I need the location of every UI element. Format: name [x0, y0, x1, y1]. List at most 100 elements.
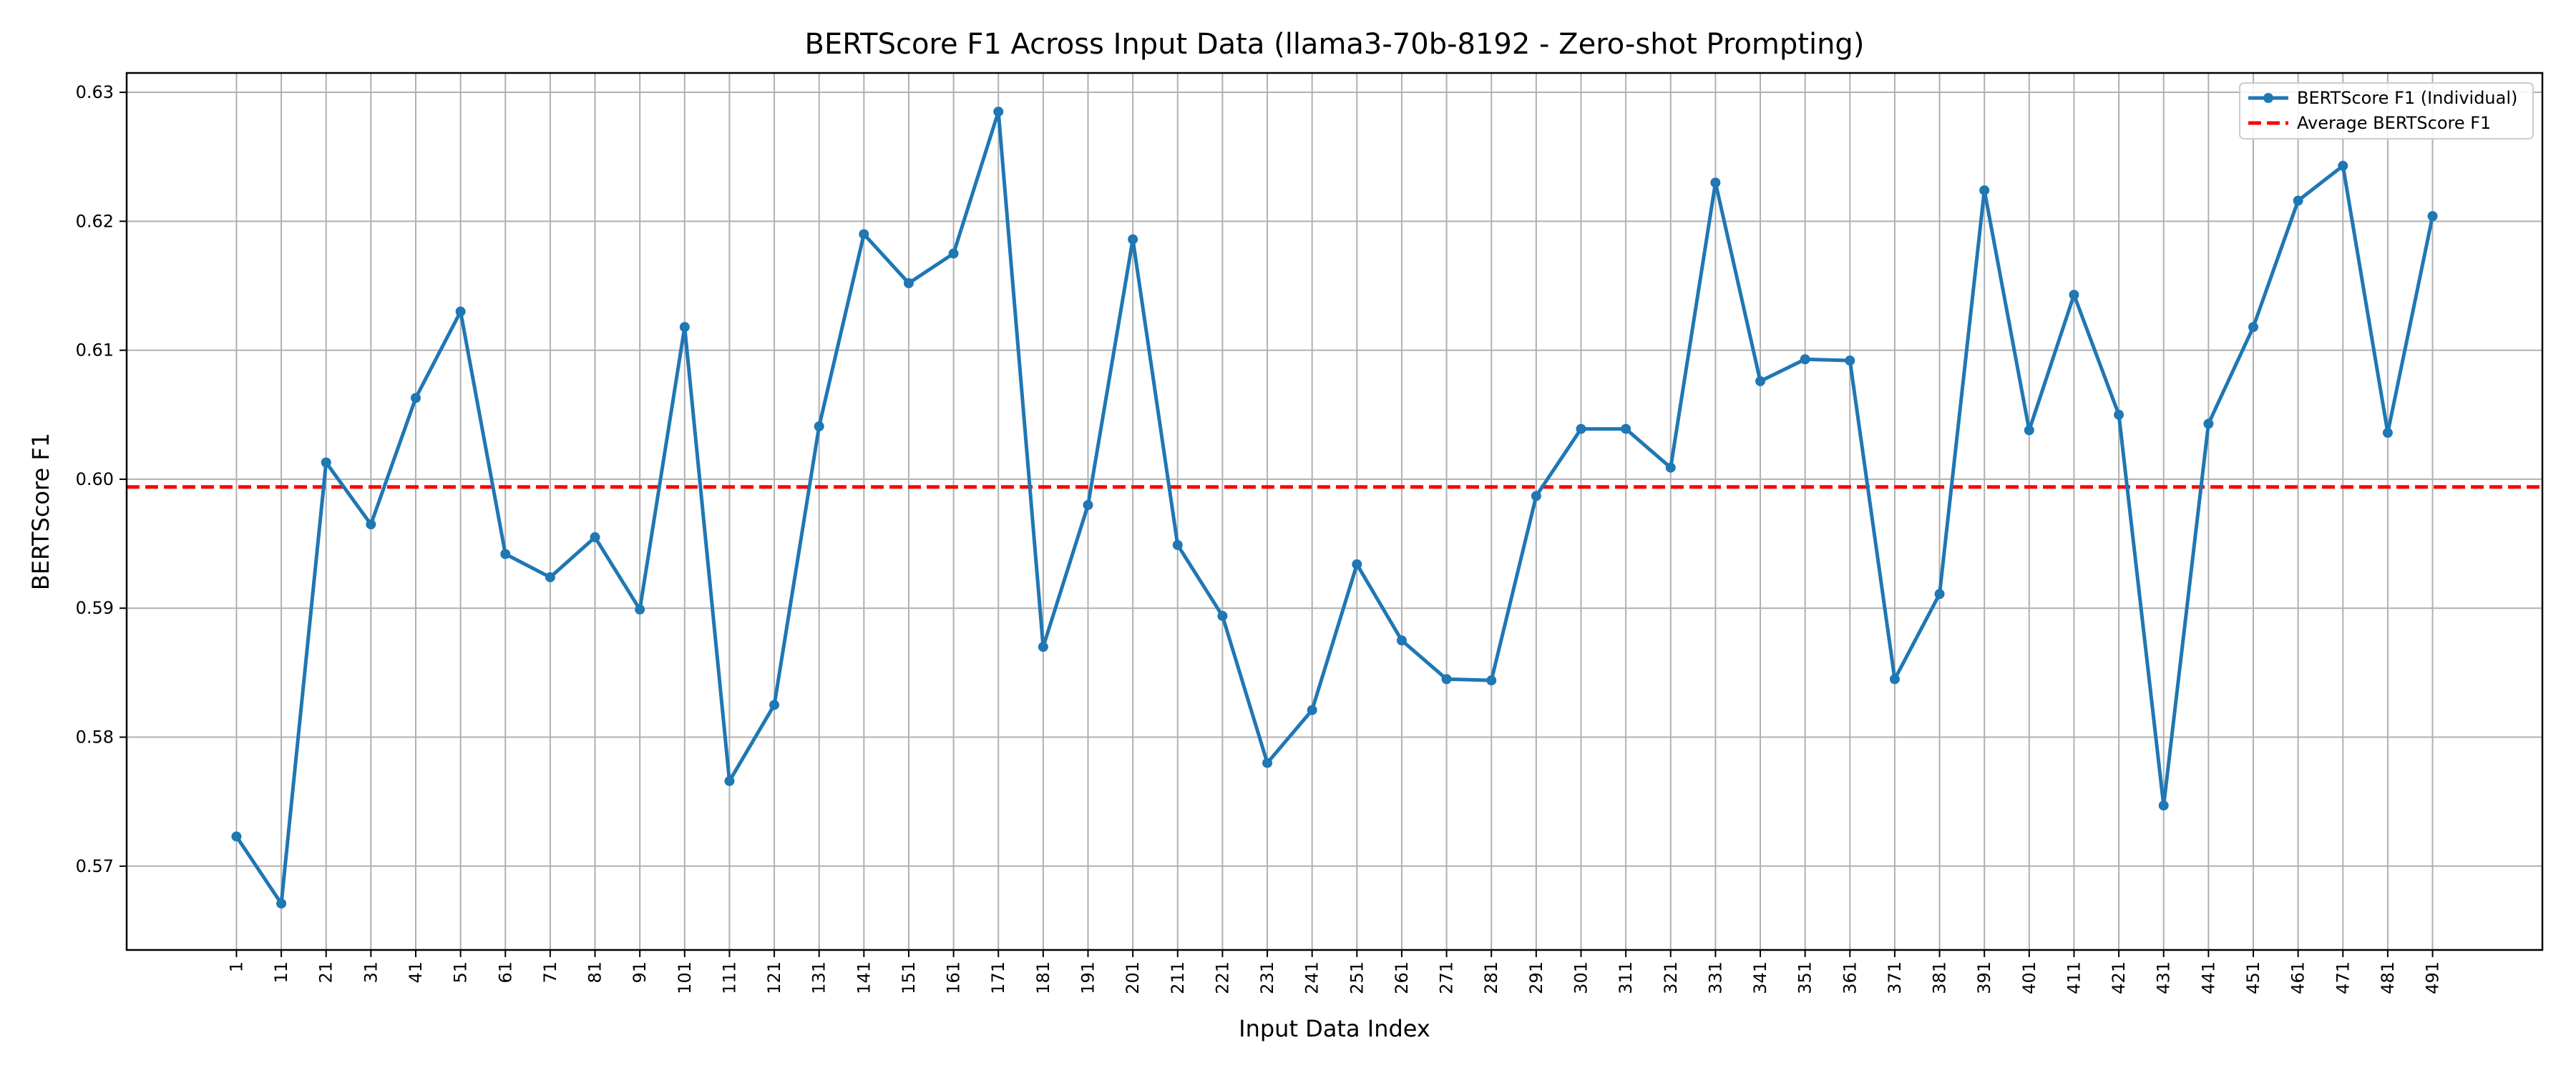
- x-tick-label: 191: [1078, 961, 1098, 994]
- data-point: [2427, 211, 2438, 222]
- data-point: [321, 457, 331, 468]
- data-point: [276, 898, 287, 909]
- x-tick-label: 151: [899, 961, 919, 994]
- x-tick-label: 481: [2378, 961, 2398, 994]
- x-tick-label: 181: [1033, 961, 1053, 994]
- x-tick-label: 211: [1168, 961, 1188, 994]
- data-point: [1307, 705, 1317, 715]
- x-tick-label: 451: [2243, 961, 2263, 994]
- data-point: [769, 700, 780, 710]
- data-point: [500, 549, 511, 559]
- data-point: [2203, 418, 2214, 429]
- x-tick-layer: 1 11 21 31 41 51 61 71 81 91 101 111 121 131 141 151 161…: [226, 950, 2443, 994]
- series-layer: [231, 107, 2438, 909]
- data-point: [1845, 356, 1855, 366]
- x-tick-label: 121: [764, 961, 784, 994]
- data-point: [1038, 642, 1048, 652]
- data-point: [2293, 195, 2303, 206]
- data-point: [1441, 674, 1452, 685]
- chart-title: BERTScore F1 Across Input Data (llama3-7…: [805, 28, 1865, 61]
- data-point: [724, 775, 735, 786]
- x-tick-label: 311: [1616, 961, 1636, 994]
- y-tick-label: 0.59: [76, 598, 114, 618]
- x-tick-label: 141: [854, 961, 874, 994]
- legend-label-average: Average BERTScore F1: [2297, 113, 2491, 133]
- data-point: [635, 604, 645, 615]
- data-point: [455, 306, 466, 317]
- data-point: [2158, 800, 2169, 811]
- x-tick-label: 261: [1392, 961, 1412, 994]
- data-point: [1531, 491, 1541, 501]
- data-point: [859, 229, 869, 240]
- x-tick-label: 381: [1930, 961, 1950, 994]
- x-tick-label: 441: [2198, 961, 2218, 994]
- y-tick-label: 0.57: [76, 856, 114, 876]
- data-point: [1172, 539, 1183, 550]
- legend-label-series: BERTScore F1 (Individual): [2297, 88, 2517, 108]
- data-point: [1352, 559, 1362, 569]
- y-tick-label: 0.58: [76, 727, 114, 748]
- legend: BERTScore F1 (Individual) Average BERTSco…: [2239, 82, 2534, 139]
- data-point: [366, 519, 376, 530]
- x-tick-label: 241: [1302, 961, 1322, 994]
- x-tick-label: 11: [271, 961, 291, 984]
- data-point: [1217, 611, 1228, 622]
- x-tick-label: 51: [451, 961, 471, 984]
- x-tick-label: 321: [1661, 961, 1681, 994]
- data-point: [1979, 185, 1990, 196]
- x-tick-label: 351: [1795, 961, 1815, 994]
- x-tick-label: 471: [2333, 961, 2353, 994]
- data-point: [231, 831, 242, 842]
- x-tick-label: 301: [1571, 961, 1591, 994]
- data-point: [545, 572, 555, 582]
- data-point: [1262, 758, 1273, 768]
- x-tick-label: 31: [361, 961, 381, 984]
- x-tick-label: 61: [495, 961, 515, 984]
- x-tick-label: 491: [2423, 961, 2443, 994]
- y-tick-label: 0.60: [76, 469, 114, 489]
- data-point: [1665, 462, 1676, 473]
- x-tick-label: 201: [1123, 961, 1143, 994]
- y-tick-layer: 0.57 0.58 0.59 0.60 0.61 0.62 0.63: [76, 82, 127, 876]
- x-tick-label: 291: [1526, 961, 1546, 994]
- data-point: [814, 421, 824, 432]
- x-tick-label: 251: [1347, 961, 1367, 994]
- data-point: [2024, 425, 2034, 436]
- x-tick-label: 421: [2109, 961, 2129, 994]
- x-tick-label: 81: [585, 961, 605, 984]
- data-point: [903, 278, 914, 288]
- plot-frame: [125, 72, 2544, 951]
- x-tick-label: 361: [1840, 961, 1860, 994]
- x-tick-label: 391: [1974, 961, 1994, 994]
- x-tick-label: 401: [2019, 961, 2039, 994]
- x-tick-label: 41: [406, 961, 426, 984]
- y-tick-label: 0.61: [76, 340, 114, 361]
- x-tick-label: 21: [316, 961, 336, 984]
- data-point: [1621, 423, 1631, 434]
- data-point: [1800, 354, 1810, 365]
- y-axis-label: BERTScore F1: [27, 433, 54, 590]
- legend-marker-series: [2263, 93, 2273, 103]
- legend-box: [2239, 82, 2534, 139]
- data-point: [590, 532, 600, 543]
- x-tick-label: 231: [1257, 961, 1277, 994]
- data-point: [948, 248, 959, 259]
- data-point: [1889, 674, 1900, 685]
- x-tick-label: 371: [1885, 961, 1905, 994]
- data-point: [410, 393, 421, 403]
- data-point: [1486, 675, 1497, 686]
- data-point: [1934, 589, 1945, 599]
- x-tick-label: 111: [719, 961, 739, 994]
- x-tick-label: 71: [540, 961, 560, 984]
- x-tick-label: 461: [2288, 961, 2308, 994]
- data-point: [1128, 234, 1138, 245]
- data-point: [1576, 423, 1586, 434]
- x-axis-label: Input Data Index: [1239, 1015, 1430, 1042]
- data-point: [993, 107, 1004, 117]
- y-tick-label: 0.62: [76, 211, 114, 231]
- data-point: [2248, 322, 2259, 333]
- data-point: [1396, 635, 1407, 646]
- data-point: [1083, 499, 1093, 510]
- x-tick-label: 171: [988, 961, 1008, 994]
